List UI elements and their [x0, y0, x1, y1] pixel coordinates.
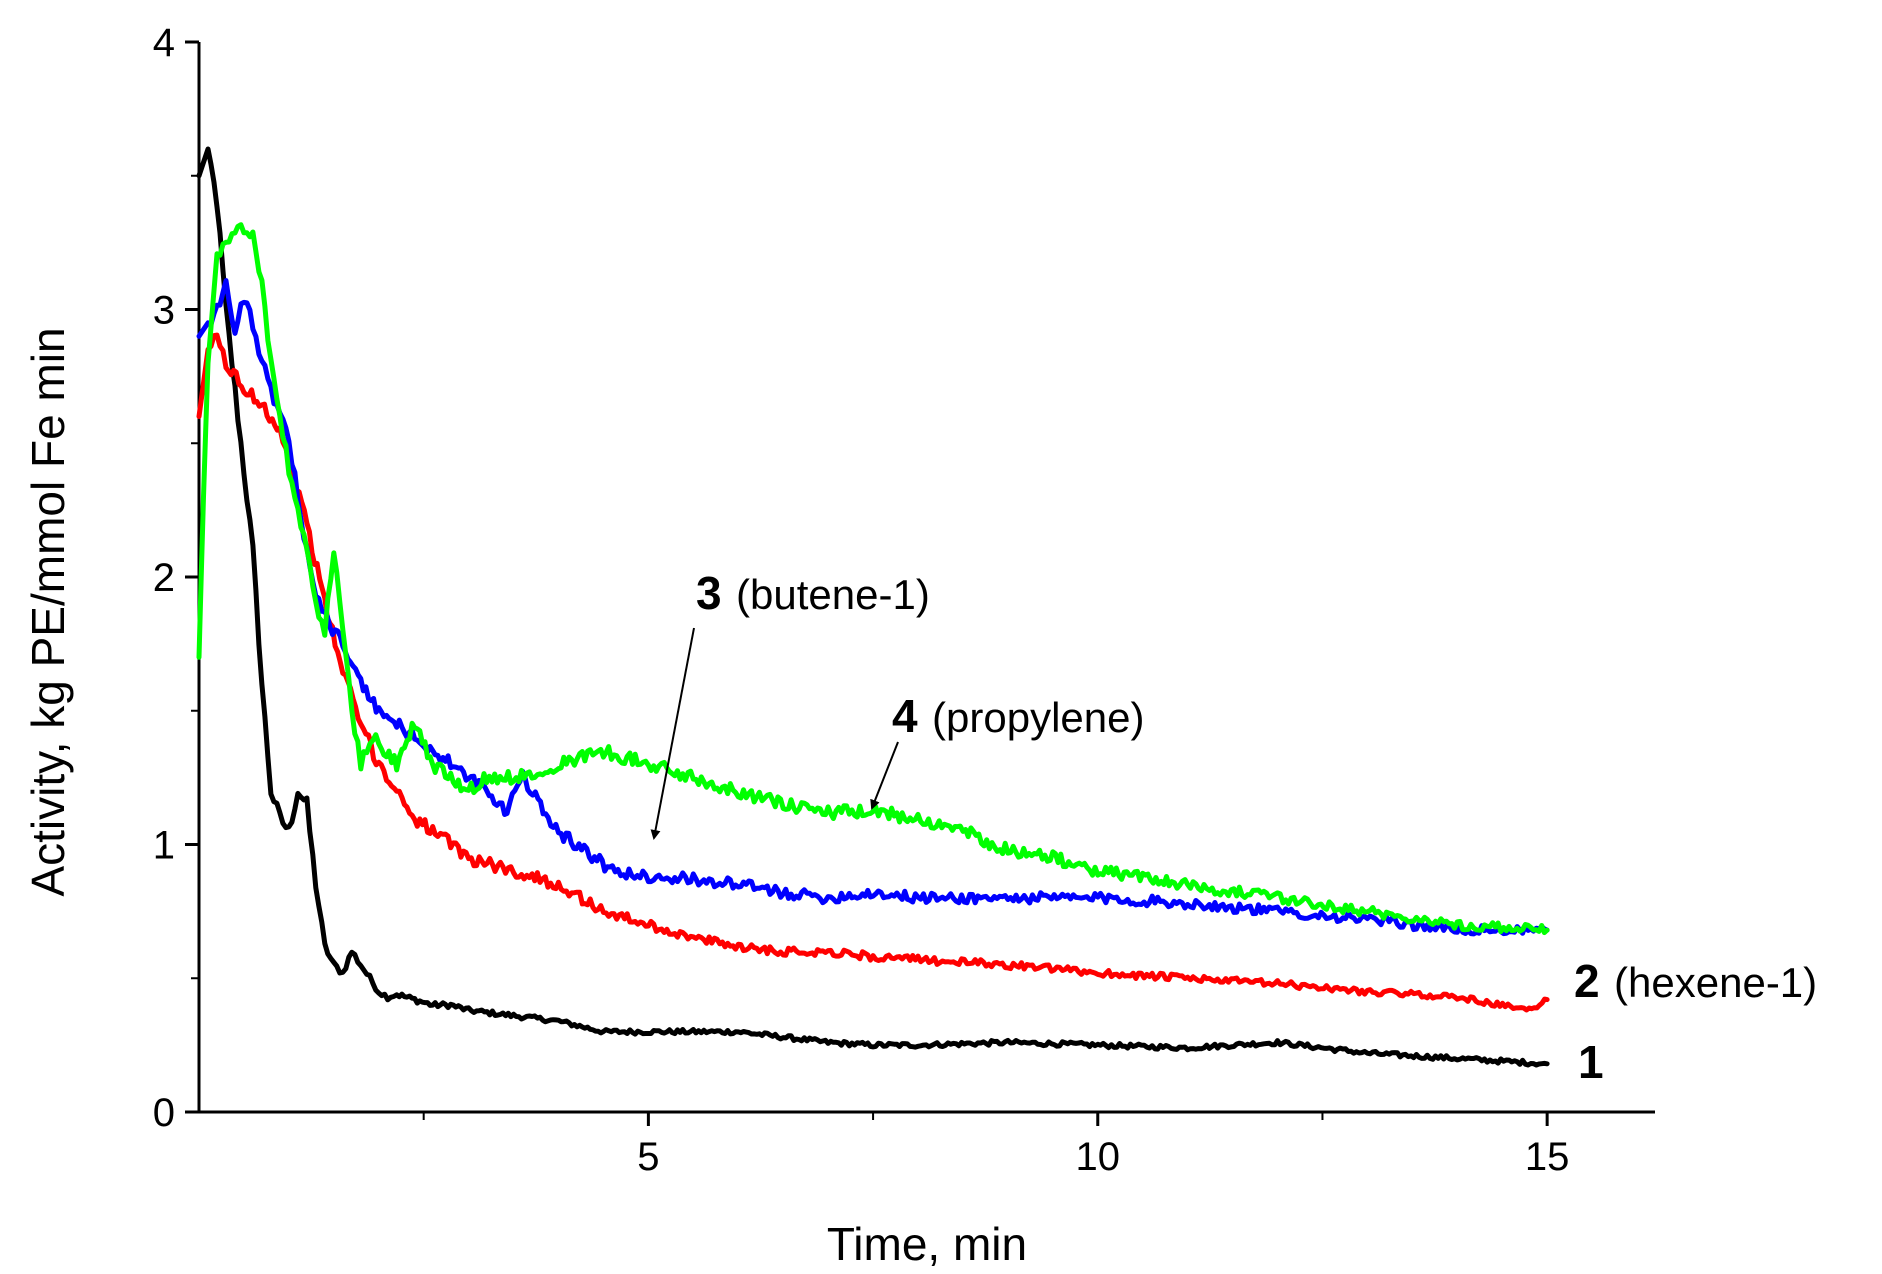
annotation-series-4: 4 (propylene) — [870, 690, 1145, 810]
svg-text:3 (butene-1): 3 (butene-1) — [696, 567, 930, 619]
annotation-4-number: 4 — [892, 690, 918, 742]
annotation-series-1: 1 — [1578, 1036, 1604, 1088]
x-tick-label: 10 — [1076, 1135, 1121, 1179]
annotation-3-arrow — [650, 627, 695, 840]
y-tick-label: 0 — [153, 1091, 175, 1135]
series-line-3 — [196, 278, 1550, 937]
x-tick-label: 5 — [637, 1135, 659, 1179]
y-tick-label: 3 — [153, 289, 175, 333]
annotation-1-number: 1 — [1578, 1036, 1604, 1088]
svg-text:1: 1 — [1578, 1036, 1604, 1088]
annotation-3-number: 3 — [696, 567, 722, 619]
annotation-4-arrow — [870, 741, 899, 810]
series-line-1 — [196, 146, 1550, 1068]
annotation-series-3: 3 (butene-1) — [650, 567, 930, 840]
y-axis-title: Activity, kg PE/mmol Fe min — [22, 327, 74, 896]
y-tick-label: 2 — [153, 556, 175, 600]
annotation-2-text: (hexene-1) — [1614, 959, 1817, 1006]
svg-text:4 (propylene): 4 (propylene) — [892, 690, 1145, 742]
ticks: 0 1 2 3 4 5 10 15 — [153, 21, 1570, 1179]
svg-text:2 (hexene-1): 2 (hexene-1) — [1574, 955, 1817, 1007]
annotation-4-text: (propylene) — [932, 694, 1144, 741]
annotation-2-number: 2 — [1574, 955, 1600, 1007]
series-line-2 — [196, 332, 1550, 1013]
x-tick-label: 15 — [1525, 1135, 1570, 1179]
x-axis-title: Time, min — [827, 1218, 1027, 1270]
annotation-3-text: (butene-1) — [736, 571, 930, 618]
annotation-series-2: 2 (hexene-1) — [1574, 955, 1817, 1007]
y-tick-label: 4 — [153, 21, 175, 65]
y-tick-label: 1 — [153, 824, 175, 868]
